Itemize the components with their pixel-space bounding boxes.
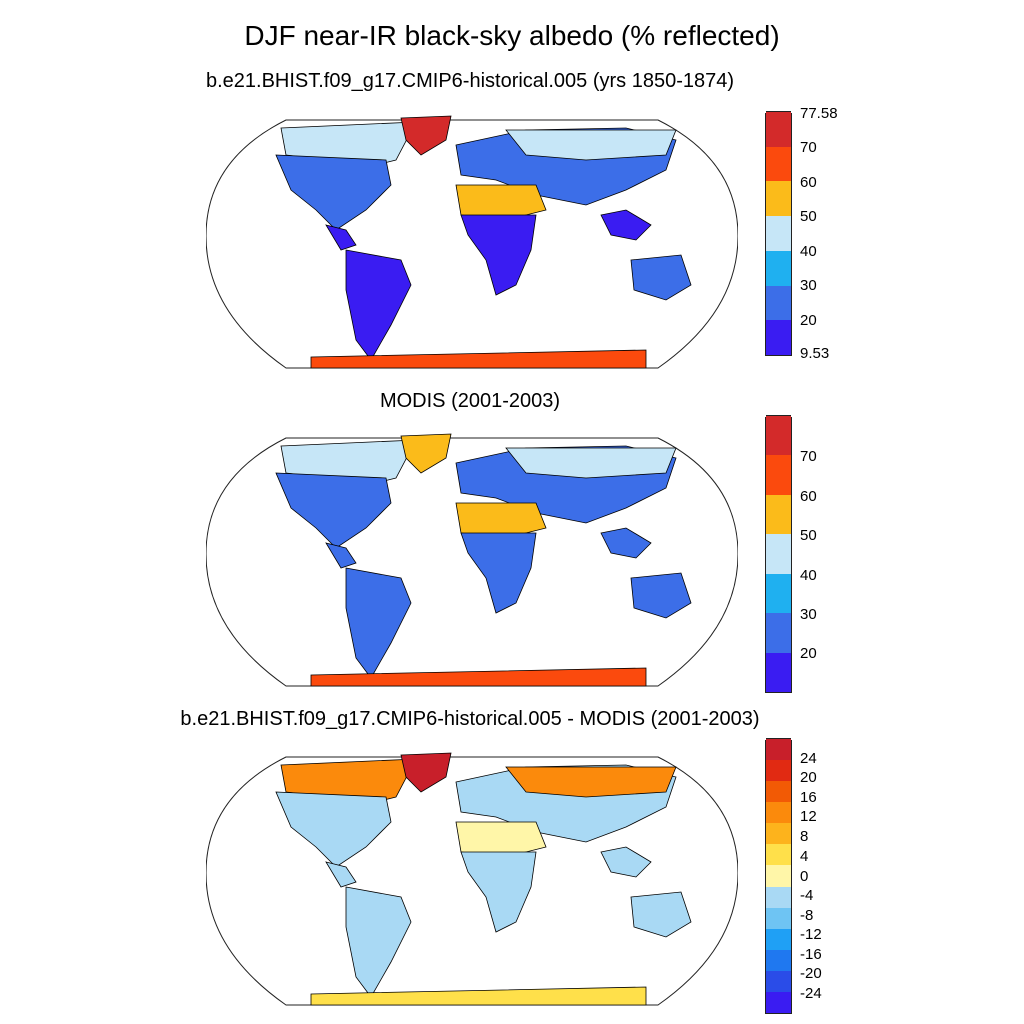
south-america <box>345 249 412 361</box>
colorbar-tick-label: -8 <box>800 907 814 924</box>
colorbar-tick-label: -20 <box>800 965 822 982</box>
colorbar-tick-label: 9.53 <box>800 345 830 362</box>
colorbar-tick-label: 20 <box>800 312 817 329</box>
colorbar-tick-label: -24 <box>800 985 822 1002</box>
colorbar-segment <box>766 885 791 908</box>
colorbar-tick-label: 40 <box>800 243 817 260</box>
figure-title: DJF near-IR black-sky albedo (% reflecte… <box>244 20 780 51</box>
map-model <box>206 100 738 372</box>
central-america <box>325 542 357 569</box>
colorbar-tick-label: -16 <box>800 946 822 963</box>
colorbar-segment <box>766 320 791 355</box>
panel-title-model: b.e21.BHIST.f09_g17.CMIP6-historical.005… <box>205 70 735 92</box>
colorbar-diff <box>765 738 792 1014</box>
land-obs <box>275 433 692 687</box>
colorbar-segment <box>766 145 791 182</box>
colorbar-tick-label: 12 <box>800 808 817 825</box>
colorbar-tick-label: 20 <box>800 769 817 786</box>
africa <box>460 214 537 296</box>
australia <box>630 254 692 301</box>
colorbar-segment <box>766 415 791 456</box>
africa <box>460 851 537 933</box>
siberia <box>505 766 677 798</box>
north-america <box>275 154 392 231</box>
colorbar-segment <box>766 284 791 321</box>
colorbar-segment <box>766 454 791 495</box>
colorbar-tick-label: 70 <box>800 448 817 465</box>
colorbar-tick-label: 20 <box>800 645 817 662</box>
colorbar-segment <box>766 180 791 217</box>
colorbar-segment <box>766 572 791 614</box>
colorbar-segment <box>766 111 791 147</box>
central-america <box>325 224 357 251</box>
colorbar-segment <box>766 969 791 992</box>
colorbar-segment <box>766 215 791 251</box>
colorbar-segment <box>766 780 791 803</box>
colorbar-segment <box>766 652 791 692</box>
map-diff <box>206 737 738 1009</box>
greenland <box>400 752 452 793</box>
colorbar-tick-label: 30 <box>800 277 817 294</box>
maritime-asia <box>600 209 652 241</box>
antarctica <box>310 986 647 1006</box>
antarctica <box>310 667 647 687</box>
colorbar-model <box>765 111 792 356</box>
colorbar-tick-label: 0 <box>800 868 809 885</box>
land-diff <box>275 752 692 1006</box>
colorbar-segment <box>766 493 791 535</box>
colorbar-tick-label: -12 <box>800 926 822 943</box>
colorbar-segment <box>766 927 791 950</box>
colorbar-tick-label: 40 <box>800 567 817 584</box>
colorbar-tick-label: 50 <box>800 208 817 225</box>
colorbar-segment <box>766 738 791 761</box>
colorbar-tick-label: 24 <box>800 750 817 767</box>
south-america <box>345 886 412 998</box>
maritime-asia <box>600 846 652 878</box>
africa <box>460 532 537 614</box>
north-america <box>275 472 392 549</box>
colorbar-tick-label: 50 <box>800 527 817 544</box>
greenland <box>400 433 452 474</box>
panel-title-obs: MODIS (2001-2003) <box>379 390 561 412</box>
colorbar-tick-label: 60 <box>800 174 817 191</box>
greenland <box>400 115 452 156</box>
antarctica <box>310 349 647 369</box>
north-america <box>275 791 392 868</box>
siberia <box>505 447 677 479</box>
land-model <box>275 115 692 369</box>
colorbar-segment <box>766 843 791 866</box>
colorbar-tick-label: 4 <box>800 848 809 865</box>
australia <box>630 572 692 619</box>
colorbar-tick-label: 60 <box>800 488 817 505</box>
colorbar-tick-label: 16 <box>800 789 817 806</box>
colorbar-tick-label: 30 <box>800 606 817 623</box>
south-america <box>345 567 412 679</box>
colorbar-segment <box>766 759 791 782</box>
siberia <box>505 129 677 161</box>
colorbar-tick-label: 77.58 <box>800 105 838 122</box>
colorbar-segment <box>766 948 791 971</box>
australia <box>630 891 692 938</box>
central-america <box>325 861 357 888</box>
colorbar-segment <box>766 906 791 929</box>
colorbar-tick-label: -4 <box>800 887 814 904</box>
colorbar-obs <box>765 415 792 693</box>
map-obs <box>206 418 738 690</box>
colorbar-segment <box>766 864 791 887</box>
colorbar-tick-label: 70 <box>800 139 817 156</box>
maritime-asia <box>600 527 652 559</box>
colorbar-segment <box>766 612 791 653</box>
panel-title-diff: b.e21.BHIST.f09_g17.CMIP6-historical.005… <box>180 708 760 730</box>
colorbar-tick-label: 8 <box>800 828 809 845</box>
colorbar-segment <box>766 991 791 1013</box>
colorbar-segment <box>766 249 791 286</box>
colorbar-segment <box>766 801 791 824</box>
colorbar-segment <box>766 822 791 845</box>
colorbar-segment <box>766 533 791 574</box>
